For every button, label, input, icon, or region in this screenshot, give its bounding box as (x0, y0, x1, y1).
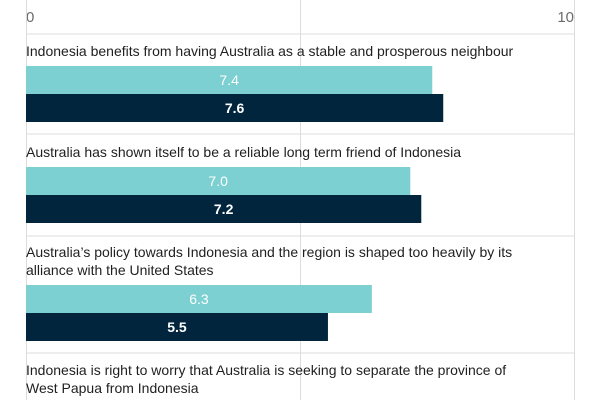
bar-1-series-1 (26, 66, 433, 94)
value-label-3-series-2: 5.5 (167, 319, 187, 335)
x-tick-label-1: 10 (557, 9, 574, 26)
category-label-4-line-2: West Papua from Indonesia (26, 380, 199, 396)
category-label-3-line-2: alliance with the United States (26, 262, 214, 278)
bar-1-series-2 (26, 94, 444, 122)
category-label-3-line-1: Australia’s policy towards Indonesia and… (26, 244, 512, 260)
value-label-1-series-2: 7.6 (225, 100, 245, 116)
category-label-4-line-1: Indonesia is right to worry that Austral… (26, 362, 506, 378)
bar-2-series-1 (26, 167, 411, 195)
bar-3-series-1 (26, 285, 372, 313)
value-label-3-series-1: 6.3 (189, 291, 209, 307)
value-label-2-series-2: 7.2 (214, 201, 234, 217)
category-label-2: Australia has shown itself to be a relia… (26, 144, 461, 160)
bar-2-series-2 (26, 195, 422, 223)
value-label-1-series-1: 7.4 (219, 72, 239, 88)
x-tick-label-0: 0 (26, 9, 34, 26)
category-label-1: Indonesia benefits from having Australia… (26, 43, 514, 59)
value-label-2-series-1: 7.0 (208, 173, 228, 189)
bar-3-series-2 (26, 313, 328, 341)
